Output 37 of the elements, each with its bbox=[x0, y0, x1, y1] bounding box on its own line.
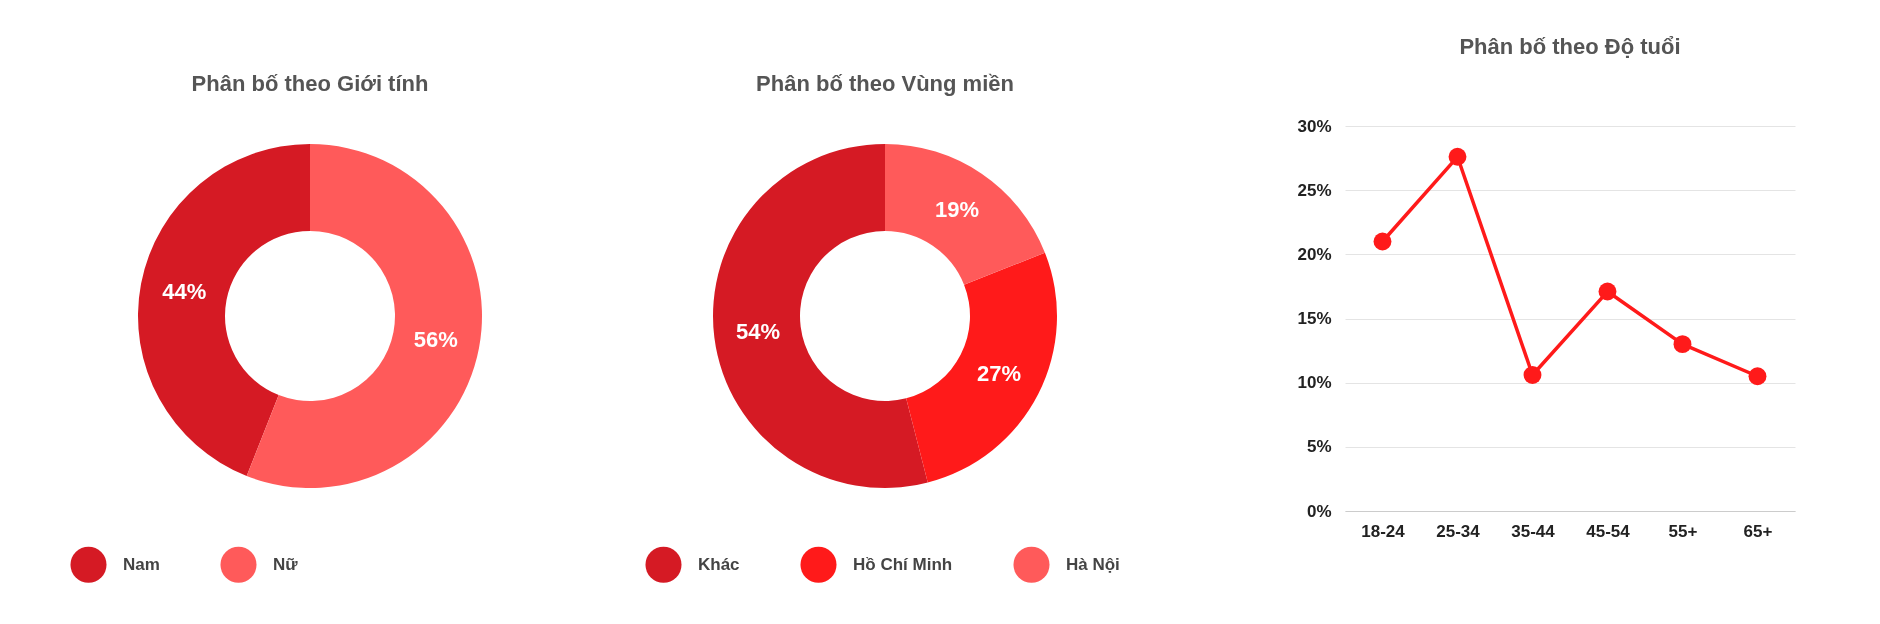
x-tick-label: 45-54 bbox=[1586, 521, 1631, 541]
data-label: 54% bbox=[735, 319, 781, 345]
data-label: 56% bbox=[413, 326, 458, 352]
x-tick-label: 25-34 bbox=[1436, 521, 1481, 541]
y-tick-label: 20% bbox=[1297, 244, 1332, 264]
legend-label: Hà Nội bbox=[1066, 554, 1120, 574]
chart-title: Phân bố theo Giới tính bbox=[191, 71, 429, 96]
donut-slice bbox=[246, 144, 482, 488]
slice-label: Khác bbox=[698, 554, 740, 574]
chart-title: Phân bố theo Vùng miền bbox=[756, 71, 1014, 96]
point bbox=[1748, 367, 1767, 386]
point bbox=[1373, 232, 1392, 251]
x-tick-label: 55+ bbox=[1668, 521, 1698, 541]
point bbox=[1448, 147, 1467, 166]
data-label: 19% bbox=[934, 197, 979, 223]
data-label: 27% bbox=[977, 361, 1022, 387]
data-label: 44% bbox=[162, 279, 207, 305]
y-tick-label: 30% bbox=[1297, 116, 1332, 136]
donut-slice bbox=[906, 252, 1057, 483]
point bbox=[1673, 335, 1692, 354]
legend-label: Hồ Chí Minh bbox=[853, 554, 953, 574]
point bbox=[1598, 282, 1617, 301]
donut-slice bbox=[138, 144, 310, 476]
x-tick-label: 65+ bbox=[1743, 521, 1773, 541]
y-tick-label: 0% bbox=[1306, 501, 1332, 521]
y-tick-label: 5% bbox=[1306, 437, 1332, 457]
y-tick-label: 15% bbox=[1297, 309, 1332, 328]
y-tick-label: 25% bbox=[1297, 180, 1332, 200]
x-tick-label: 35-44 bbox=[1511, 521, 1556, 541]
legend-label: Nữ bbox=[273, 554, 299, 574]
point bbox=[1523, 366, 1542, 384]
chart-title: Phân bố theo Độ tuổi bbox=[1459, 34, 1681, 59]
legend-label: Nam bbox=[123, 554, 160, 574]
y-tick-label: 10% bbox=[1297, 373, 1332, 393]
donut-slice bbox=[713, 144, 928, 488]
donut-slice bbox=[885, 144, 1045, 285]
x-tick-label: 18-24 bbox=[1361, 521, 1406, 541]
